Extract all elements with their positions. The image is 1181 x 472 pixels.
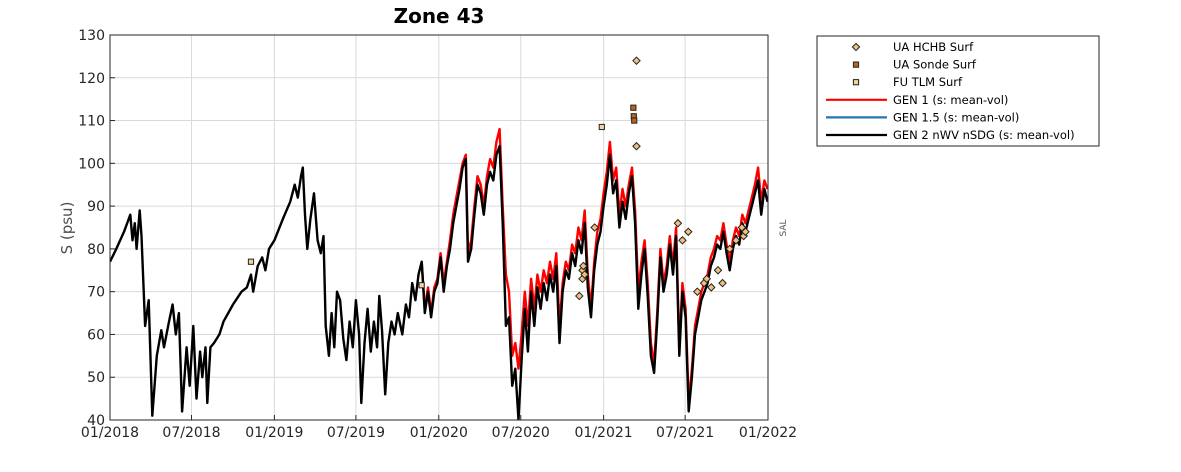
legend-label: UA Sonde Surf: [893, 58, 977, 72]
x-tick-label: 07/2019: [327, 425, 385, 441]
data-point: [731, 236, 741, 245]
data-point: [579, 261, 588, 271]
data-point: [598, 123, 605, 131]
x-tick-label: 01/2020: [410, 425, 468, 441]
x-tick-label: 07/2020: [492, 425, 550, 441]
x-tick-label: 07/2018: [162, 425, 220, 441]
data-point: [418, 282, 425, 289]
data-point: [580, 270, 590, 279]
legend-box: [816, 35, 1100, 147]
x-tick-label: 01/2018: [81, 425, 139, 441]
legend: UA HCHB Surf UA Sonde Surf FU TLM Surf GEN …: [816, 35, 1100, 147]
y-tick-label: 70: [87, 285, 105, 301]
side-label: SAL: [779, 219, 789, 236]
y-tick-label: 50: [87, 370, 105, 386]
data-point: [683, 227, 693, 237]
data-point: [632, 141, 641, 151]
x-tick-label: 01/2022: [739, 425, 797, 441]
plot-area: [109, 34, 769, 421]
y-tick-label: 120: [78, 71, 105, 87]
legend-marker: [852, 79, 860, 86]
data-point: [741, 227, 750, 237]
legend-label: GEN 2 nWV nSDG (s: mean-vol): [893, 128, 1075, 142]
data-point: [631, 117, 638, 124]
y-axis-label: S (psu): [58, 202, 76, 255]
y-tick-label: 110: [78, 114, 105, 130]
chart-title: Zone 43: [394, 4, 485, 28]
data-point: [725, 244, 735, 254]
y-tick-label: 40: [87, 413, 105, 429]
y-tick-label: 90: [87, 199, 105, 215]
x-tick-label: 01/2021: [575, 425, 633, 441]
legend-marker: [852, 61, 860, 68]
legend-label: UA HCHB Surf: [893, 40, 974, 54]
y-axis-ticks: 40 50 60 70 80 90 100 110 120 130: [78, 28, 115, 429]
x-tick-label: 07/2021: [656, 425, 714, 441]
data-point: [673, 218, 683, 228]
x-axis-ticks: 01/2018 07/2018 01/2019 07/2019 01/2020 07/20…: [81, 415, 797, 441]
data-point: [713, 265, 723, 275]
y-tick-label: 80: [87, 242, 105, 258]
legend-label: FU TLM Surf: [893, 75, 963, 89]
data-point: [590, 223, 599, 232]
y-tick-label: 130: [78, 28, 105, 44]
data-point: [574, 291, 584, 301]
legend-marker: [851, 42, 861, 52]
y-tick-label: 100: [78, 156, 105, 172]
data-point: [632, 56, 641, 65]
legend-label: GEN 1 (s: mean-vol): [893, 93, 1008, 107]
data-point: [678, 236, 687, 245]
series-line: [110, 145, 768, 420]
x-tick-label: 01/2019: [245, 425, 303, 441]
data-point: [706, 283, 716, 292]
data-point: [718, 278, 727, 288]
data-point: [247, 258, 255, 265]
y-tick-label: 60: [87, 327, 105, 343]
data-point: [702, 274, 712, 284]
data-point: [692, 287, 702, 296]
data-point: [630, 104, 637, 111]
legend-label: GEN 1.5 (s: mean-vol): [893, 110, 1019, 124]
